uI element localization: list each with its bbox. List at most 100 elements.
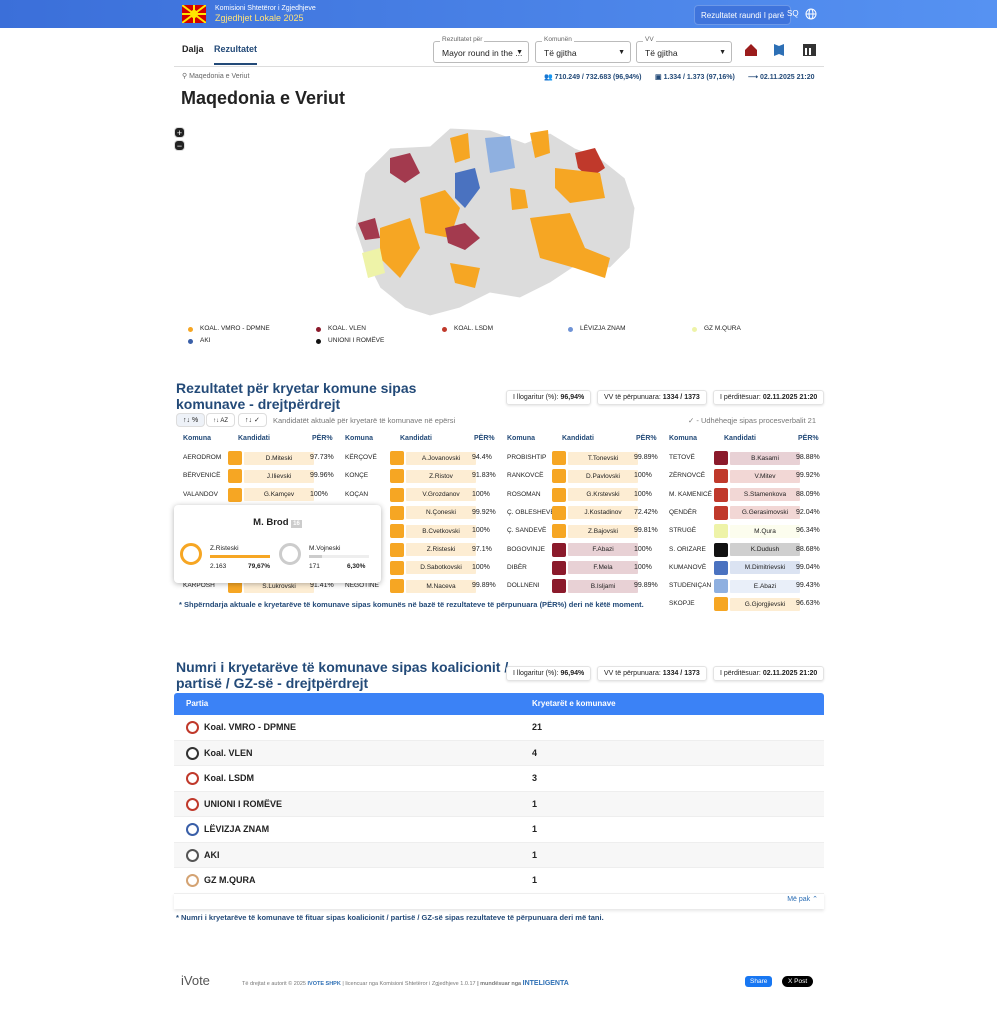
header-cell: Kryetarët e komunave <box>532 699 616 708</box>
party-color <box>228 469 242 484</box>
votes: 2.163 <box>210 563 227 570</box>
municipality: KOÇAN <box>345 490 369 498</box>
share-button[interactable]: Share <box>745 976 773 987</box>
filter-label: Rezultatet për <box>440 35 485 45</box>
percent: 99.89% <box>472 582 496 590</box>
partner[interactable]: INTELIGENTA <box>522 980 569 987</box>
municipality: ZËRNOVCË <box>669 472 706 480</box>
party-color <box>552 560 566 575</box>
municipality: BOGOVINJE <box>507 545 545 553</box>
percent: 99.04% <box>796 563 820 571</box>
party-color <box>714 451 728 465</box>
table-row: UNIONI I ROMËVE 1 <box>174 791 824 817</box>
filter-select[interactable]: Të gjitha ▼ VV <box>636 35 732 63</box>
filter-select[interactable]: Të gjitha ▼ Komunën <box>535 35 631 63</box>
party-color <box>552 524 566 539</box>
candidate: G.Krstevski <box>568 488 638 502</box>
company[interactable]: IVOTE SHPK <box>307 981 341 987</box>
percent: 99.92% <box>796 472 820 480</box>
view-icons[interactable] <box>743 42 823 58</box>
party-color <box>714 597 728 612</box>
badge-value: 02.11.2025 21:20 <box>762 670 818 677</box>
breadcrumb: ⚲ Maqedonia e Veriut <box>182 73 250 80</box>
globe-icon[interactable] <box>805 8 817 20</box>
column-header: Kandidati <box>724 435 756 442</box>
percent: 99.92% <box>472 508 496 516</box>
party-color <box>390 469 404 484</box>
candidate: M.Qura <box>730 524 800 538</box>
filter-value: Të gjitha <box>645 48 678 58</box>
municipality: KUMANOVË <box>669 563 707 571</box>
municipality: SKOPJE <box>669 600 695 608</box>
footer-text: Të drejtat e autorit © 2025 IVOTE SHPK |… <box>242 980 569 987</box>
table-footer: Më pak ⌃ <box>174 893 824 909</box>
party-name: GZ M.QURA <box>204 875 256 885</box>
protocol-text: - Udhëheqje sipas procesverbalit 21 <box>696 416 817 425</box>
brand: iVote <box>181 973 210 988</box>
municipality: KËRÇOVË <box>345 454 377 461</box>
municipality: TETOVË <box>669 454 695 461</box>
party-logo <box>186 721 199 734</box>
party-color <box>552 579 566 594</box>
party-name: Koal. VLEN <box>204 747 253 758</box>
badge-label: I përditësuar: <box>720 670 761 677</box>
candidate: Z.Ristov <box>406 469 476 483</box>
license: | licencuar nga Komisioni Shtetëror i Zg… <box>342 981 476 987</box>
candidate: F.Abazi <box>568 543 638 556</box>
candidate: D.Pavlovski <box>568 469 638 483</box>
candidate: D.Miteski <box>244 451 314 465</box>
municipality: Ç. OBLESHEVË <box>507 508 555 516</box>
percent: 88.68% <box>796 545 820 553</box>
tab-active[interactable]: Rezultatet <box>214 44 258 65</box>
tab[interactable]: Dalja <box>182 44 204 54</box>
party-color <box>714 560 728 575</box>
percent: 100% <box>472 527 490 535</box>
percent: 99.43% <box>796 582 820 590</box>
municipality: ROSOMAN <box>507 490 541 498</box>
zoom-in[interactable]: + <box>174 127 185 138</box>
candidate: F.Mela <box>568 561 638 575</box>
badge: I përditësuar: 02.11.2025 21:20 <box>713 390 825 405</box>
footnote: * Shpërndarja aktuale e kryetarëve të ko… <box>179 600 644 609</box>
popup-municipality: M. Brod <box>253 517 289 528</box>
badge-label: VV të përpunuara: <box>604 670 661 677</box>
column-header: Komuna <box>183 435 211 442</box>
show-less[interactable]: Më pak ⌃ <box>787 896 818 903</box>
sort-alpha[interactable]: ↑↓ AZ <box>206 413 236 427</box>
filter-label: Komunën <box>542 35 574 45</box>
voters: 710.249 / 732.683 (96,94%) <box>554 74 642 81</box>
language[interactable]: SQ <box>787 9 799 18</box>
map[interactable] <box>350 118 650 318</box>
party-color <box>390 579 404 594</box>
candidate-logo <box>279 543 301 565</box>
sort-label: % <box>191 417 199 424</box>
badge-value: 96,94% <box>560 670 585 677</box>
percent: 96.63% <box>796 600 820 608</box>
legend-label: UNIONI I ROMËVE <box>328 337 385 344</box>
round-button[interactable]: Rezultatet raundi I parë <box>694 5 792 25</box>
post-button[interactable]: X Post <box>782 976 814 987</box>
sort-percent[interactable]: ↑↓ % <box>176 413 206 427</box>
sort-check[interactable]: ↑↓ ✓ <box>238 413 267 427</box>
column-header: Kandidati <box>238 435 270 442</box>
legend-dot <box>316 339 321 344</box>
legend-dot <box>442 327 447 332</box>
legend-label: KOAL. LSDM <box>454 325 494 332</box>
filter-select[interactable]: Mayor round in the ... ▼ Rezultatet për <box>433 35 529 63</box>
party-logo <box>186 797 199 811</box>
mayor-count: 4 <box>532 747 538 758</box>
table-row: LËVIZJA ZNAM 1 <box>174 817 824 843</box>
zoom-out[interactable]: − <box>174 140 185 151</box>
column-header: PËR% <box>798 435 819 442</box>
municipality: Ç. SANDEVË <box>507 527 547 535</box>
candidate: Z.Risteski <box>406 543 476 556</box>
candidate: K.Dudush <box>730 543 800 556</box>
percent: 94.4% <box>472 454 492 461</box>
party-color <box>390 560 404 575</box>
party-logo <box>186 874 199 887</box>
mayor-count: 1 <box>532 798 538 809</box>
municipality: DIBËR <box>507 563 527 571</box>
votes: 171 <box>309 563 320 570</box>
column-header: Komuna <box>507 435 535 442</box>
